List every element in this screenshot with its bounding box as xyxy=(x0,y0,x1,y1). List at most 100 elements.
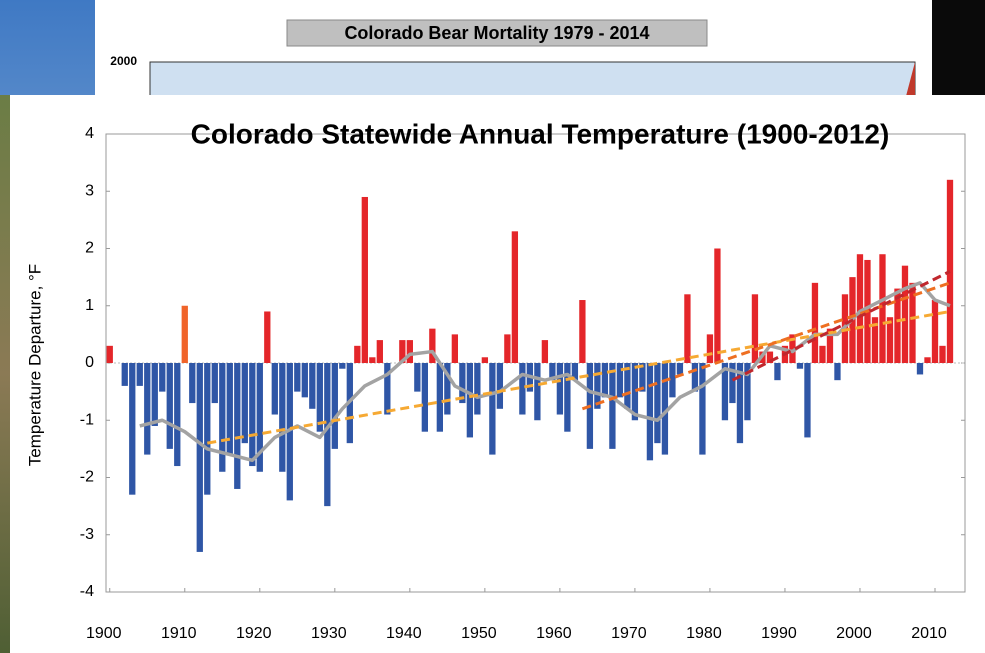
bar xyxy=(496,363,504,409)
bar xyxy=(669,363,676,398)
background-chart-title-box xyxy=(286,19,708,47)
bar xyxy=(144,363,151,455)
bar xyxy=(699,363,706,455)
bar xyxy=(339,363,346,369)
bar xyxy=(196,363,203,552)
y-tick-label: -1 xyxy=(80,411,94,428)
background-dark xyxy=(930,0,985,100)
background-chart-title: Colorado Bear Mortality 1979 - 2014 xyxy=(344,23,649,43)
x-tick-label: 2010 xyxy=(911,625,947,642)
bar xyxy=(631,363,639,421)
bar xyxy=(564,363,571,432)
trend-line xyxy=(581,281,951,411)
bar xyxy=(354,345,361,363)
bar xyxy=(451,334,459,363)
bar xyxy=(924,357,931,363)
bar xyxy=(159,363,166,392)
y-tick-label: 4 xyxy=(85,125,94,142)
y-axis-label: Temperature Departure, °F xyxy=(25,264,44,466)
bar xyxy=(684,294,691,363)
bar xyxy=(121,363,128,386)
bar xyxy=(571,363,579,381)
bar xyxy=(504,334,511,363)
bar xyxy=(384,363,391,415)
bar xyxy=(654,363,661,444)
bar xyxy=(916,363,924,375)
x-tick-label: 1970 xyxy=(611,625,647,642)
bar xyxy=(871,317,879,363)
x-tick-label: 1920 xyxy=(236,625,272,642)
bar xyxy=(219,363,226,472)
x-tick-label: 2000 xyxy=(836,625,872,642)
bar xyxy=(766,351,774,363)
bar xyxy=(324,363,331,507)
bar xyxy=(264,311,271,363)
bar xyxy=(939,345,946,363)
bar xyxy=(301,363,308,398)
x-tick-label: 1990 xyxy=(761,625,797,642)
bar xyxy=(901,265,909,363)
bar xyxy=(931,300,939,363)
bar xyxy=(541,340,549,363)
bar xyxy=(376,340,383,363)
bar xyxy=(189,363,196,404)
y-tick-label: 3 xyxy=(85,182,94,199)
bar xyxy=(751,294,759,363)
bar xyxy=(736,363,744,444)
y-tick-label: 1 xyxy=(85,297,94,314)
x-tick-label: 1940 xyxy=(386,625,422,642)
bar xyxy=(151,363,158,426)
bar xyxy=(819,345,826,363)
bar xyxy=(691,363,699,392)
bar xyxy=(894,288,901,363)
bar xyxy=(429,328,436,363)
bar xyxy=(549,363,556,381)
y-tick-label: -3 xyxy=(80,526,94,543)
bar xyxy=(909,282,916,363)
bar xyxy=(421,363,428,432)
bar xyxy=(234,363,241,489)
bar xyxy=(714,248,721,363)
bar xyxy=(774,363,781,381)
bar xyxy=(489,363,496,455)
bar xyxy=(879,254,886,363)
bar xyxy=(204,363,211,495)
bar xyxy=(331,363,338,449)
bar xyxy=(361,196,368,363)
bar xyxy=(886,317,894,363)
bar xyxy=(181,305,188,363)
bar xyxy=(856,254,864,363)
bar xyxy=(174,363,181,467)
x-tick-label: 1980 xyxy=(686,625,722,642)
background-photo-strip xyxy=(0,95,12,653)
bar xyxy=(436,363,443,432)
bar xyxy=(241,363,248,444)
chart-title: Colorado Statewide Annual Temperature (1… xyxy=(191,118,890,149)
x-tick-label: 1900 xyxy=(86,625,122,642)
trend-line xyxy=(731,270,951,382)
bar xyxy=(474,363,481,415)
bar xyxy=(271,363,278,415)
plot: 4 3 2 1 0 -1 -2 -3 -4 1900 1910 1920 1930 1940 1950 196… xyxy=(80,125,965,642)
bar xyxy=(106,345,113,363)
bar xyxy=(414,363,421,392)
bar xyxy=(579,300,586,363)
bar xyxy=(249,363,256,467)
bar xyxy=(624,363,631,409)
bar xyxy=(796,363,804,369)
bar xyxy=(601,363,609,398)
bar xyxy=(136,363,143,386)
bar xyxy=(594,363,601,409)
bar xyxy=(226,363,233,455)
bar xyxy=(481,357,489,363)
bar xyxy=(519,363,526,415)
bar xyxy=(294,363,301,392)
x-tick-label: 1930 xyxy=(311,625,347,642)
bar xyxy=(166,363,173,449)
bar xyxy=(129,363,136,495)
x-tick-label: 1960 xyxy=(536,625,572,642)
bar xyxy=(369,357,376,363)
bar xyxy=(534,363,541,421)
